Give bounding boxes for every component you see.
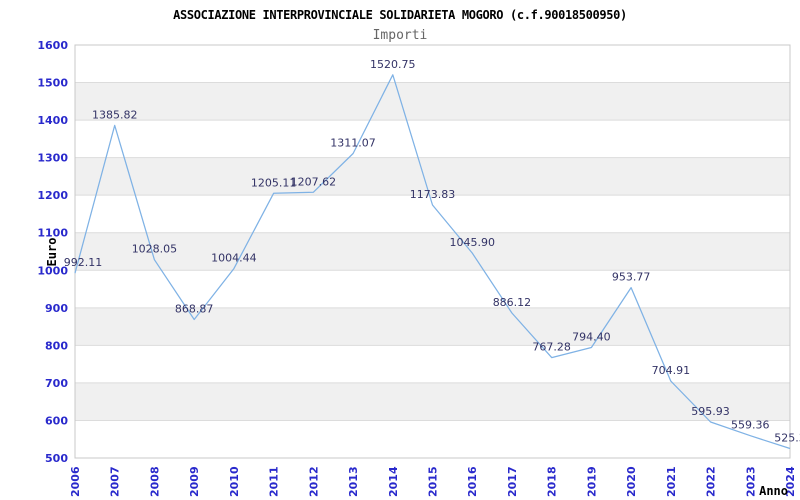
x-tick-label: 2009 [188,466,201,497]
y-tick-label: 800 [45,339,68,352]
grid-band [75,157,790,196]
x-tick-label: 2013 [347,466,360,497]
x-tick-label: 2022 [705,466,718,497]
x-tick-label: 2017 [506,466,519,497]
data-point-label: 1028.05 [132,243,178,256]
data-point-label: 1520.75 [370,58,416,71]
grid-band [75,307,790,346]
data-point-label: 868.87 [175,303,214,316]
data-point-label: 1385.82 [92,108,138,121]
grid-band [75,82,790,121]
y-tick-label: 1600 [37,39,68,52]
x-tick-label: 2021 [665,466,678,497]
chart-title: ASSOCIAZIONE INTERPROVINCIALE SOLIDARIET… [173,8,627,22]
x-tick-label: 2008 [148,466,161,497]
data-point-label: 595.93 [691,405,730,418]
x-tick-label: 2014 [387,466,400,497]
x-tick-label: 2016 [466,466,479,497]
data-point-label: 767.28 [532,341,571,354]
chart-generated-layer: 500 600 700 800 900 1000 1100 1200 1300 1400 1500 1… [37,39,800,497]
y-tick-label: 1400 [37,114,68,127]
data-point-label: 559.36 [731,419,770,432]
x-tick-label: 2019 [585,466,598,497]
y-tick-label: 600 [45,414,68,427]
data-point-label: 1004.44 [211,252,257,265]
data-point-label: 953.77 [612,271,651,284]
x-tick-label: 2012 [307,466,320,497]
y-tick-label: 900 [45,302,68,315]
y-tick-label: 1000 [37,264,68,277]
data-point-label: 704.91 [652,364,691,377]
grid-band [75,232,790,271]
data-point-label: 525.3 [774,432,800,445]
y-tick-label: 500 [45,452,68,465]
y-axis-title: Euro [45,238,59,267]
x-tick-label: 2006 [69,466,82,497]
data-point-label: 794.40 [572,330,611,343]
y-tick-label: 1500 [37,77,68,90]
data-point-label: 1045.90 [449,236,495,249]
y-tick-label: 1100 [37,227,68,240]
x-tick-label: 2018 [546,466,559,497]
data-point-label: 992.11 [64,256,103,269]
plot-border [74,44,791,459]
y-tick-label: 1200 [37,189,68,202]
x-axis-title: Anno [759,484,788,498]
grid-band [75,382,790,421]
x-tick-label: 2020 [625,466,638,497]
x-tick-label: 2015 [427,466,440,497]
series-line [74,74,791,450]
data-point-label: 886.12 [493,296,532,309]
y-tick-label: 1300 [37,152,68,165]
chart-subtitle: Importi [373,28,428,43]
x-tick-label: 2007 [109,466,122,497]
data-point-label: 1311.07 [330,136,376,149]
x-tick-label: 2024 [784,466,797,497]
y-tick-label: 700 [45,377,68,390]
data-point-label: 1207.62 [291,175,337,188]
data-point-label: 1173.83 [410,188,456,201]
x-tick-label: 2011 [268,466,281,497]
data-point-label: 1205.11 [251,176,297,189]
x-tick-label: 2010 [228,466,241,497]
x-tick-label: 2023 [744,466,757,497]
